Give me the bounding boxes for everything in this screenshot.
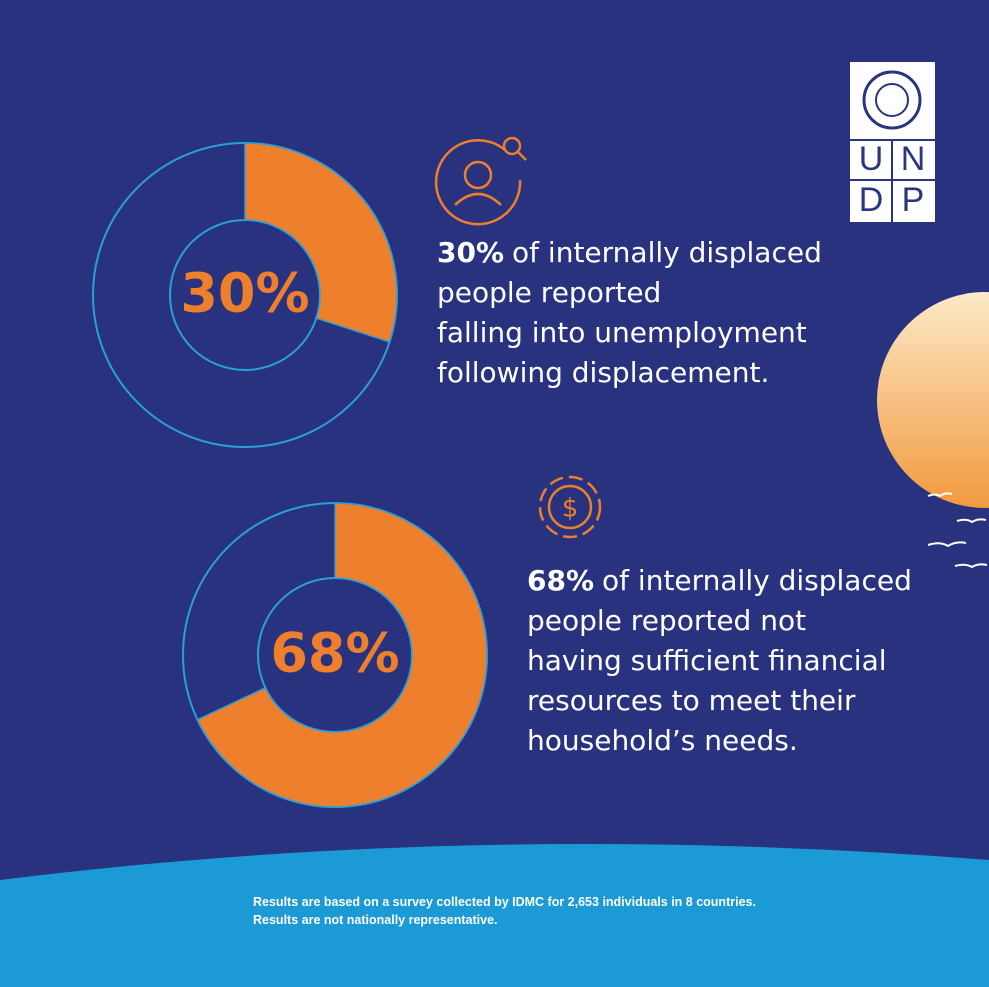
sun (877, 292, 989, 508)
un-emblem (875, 83, 909, 117)
statement-line: 30% of internally displaced (437, 236, 822, 269)
center-label: 68% (270, 622, 399, 685)
statement-line: people reported not (527, 604, 806, 637)
donut-segment (196, 502, 488, 808)
money-icon (538, 475, 602, 539)
statement-line: falling into unemployment (437, 316, 807, 349)
statement-line: household’s needs. (527, 724, 798, 757)
statement-line: having sufficient financial (527, 644, 887, 677)
statement-text: of internally displaced (512, 236, 822, 269)
logo-letter: D (859, 181, 884, 219)
statement-line: people reported (437, 276, 661, 309)
statement-lead: 30% (437, 236, 504, 269)
statement-line: resources to meet their (527, 684, 856, 717)
donut-segment (244, 142, 398, 343)
wave (0, 844, 989, 987)
statement-line: following displacement. (437, 356, 769, 389)
logo-letter: P (902, 181, 925, 219)
statement-line: 68% of internally displaced (527, 564, 912, 597)
footnote: Results are based on a survey collected … (253, 895, 756, 909)
footnote: Results are not nationally representativ… (253, 913, 498, 927)
logo-letter: U (859, 140, 884, 178)
logo-letter: N (901, 140, 926, 178)
money-icon: $ (562, 494, 579, 524)
statement-text: of internally displaced (602, 564, 912, 597)
center-label: 30% (180, 262, 309, 325)
logo: U N D P (850, 62, 935, 222)
un-emblem (862, 70, 922, 130)
person-icon (434, 136, 527, 226)
statement-lead: 68% (527, 564, 594, 597)
birds (927, 492, 988, 569)
